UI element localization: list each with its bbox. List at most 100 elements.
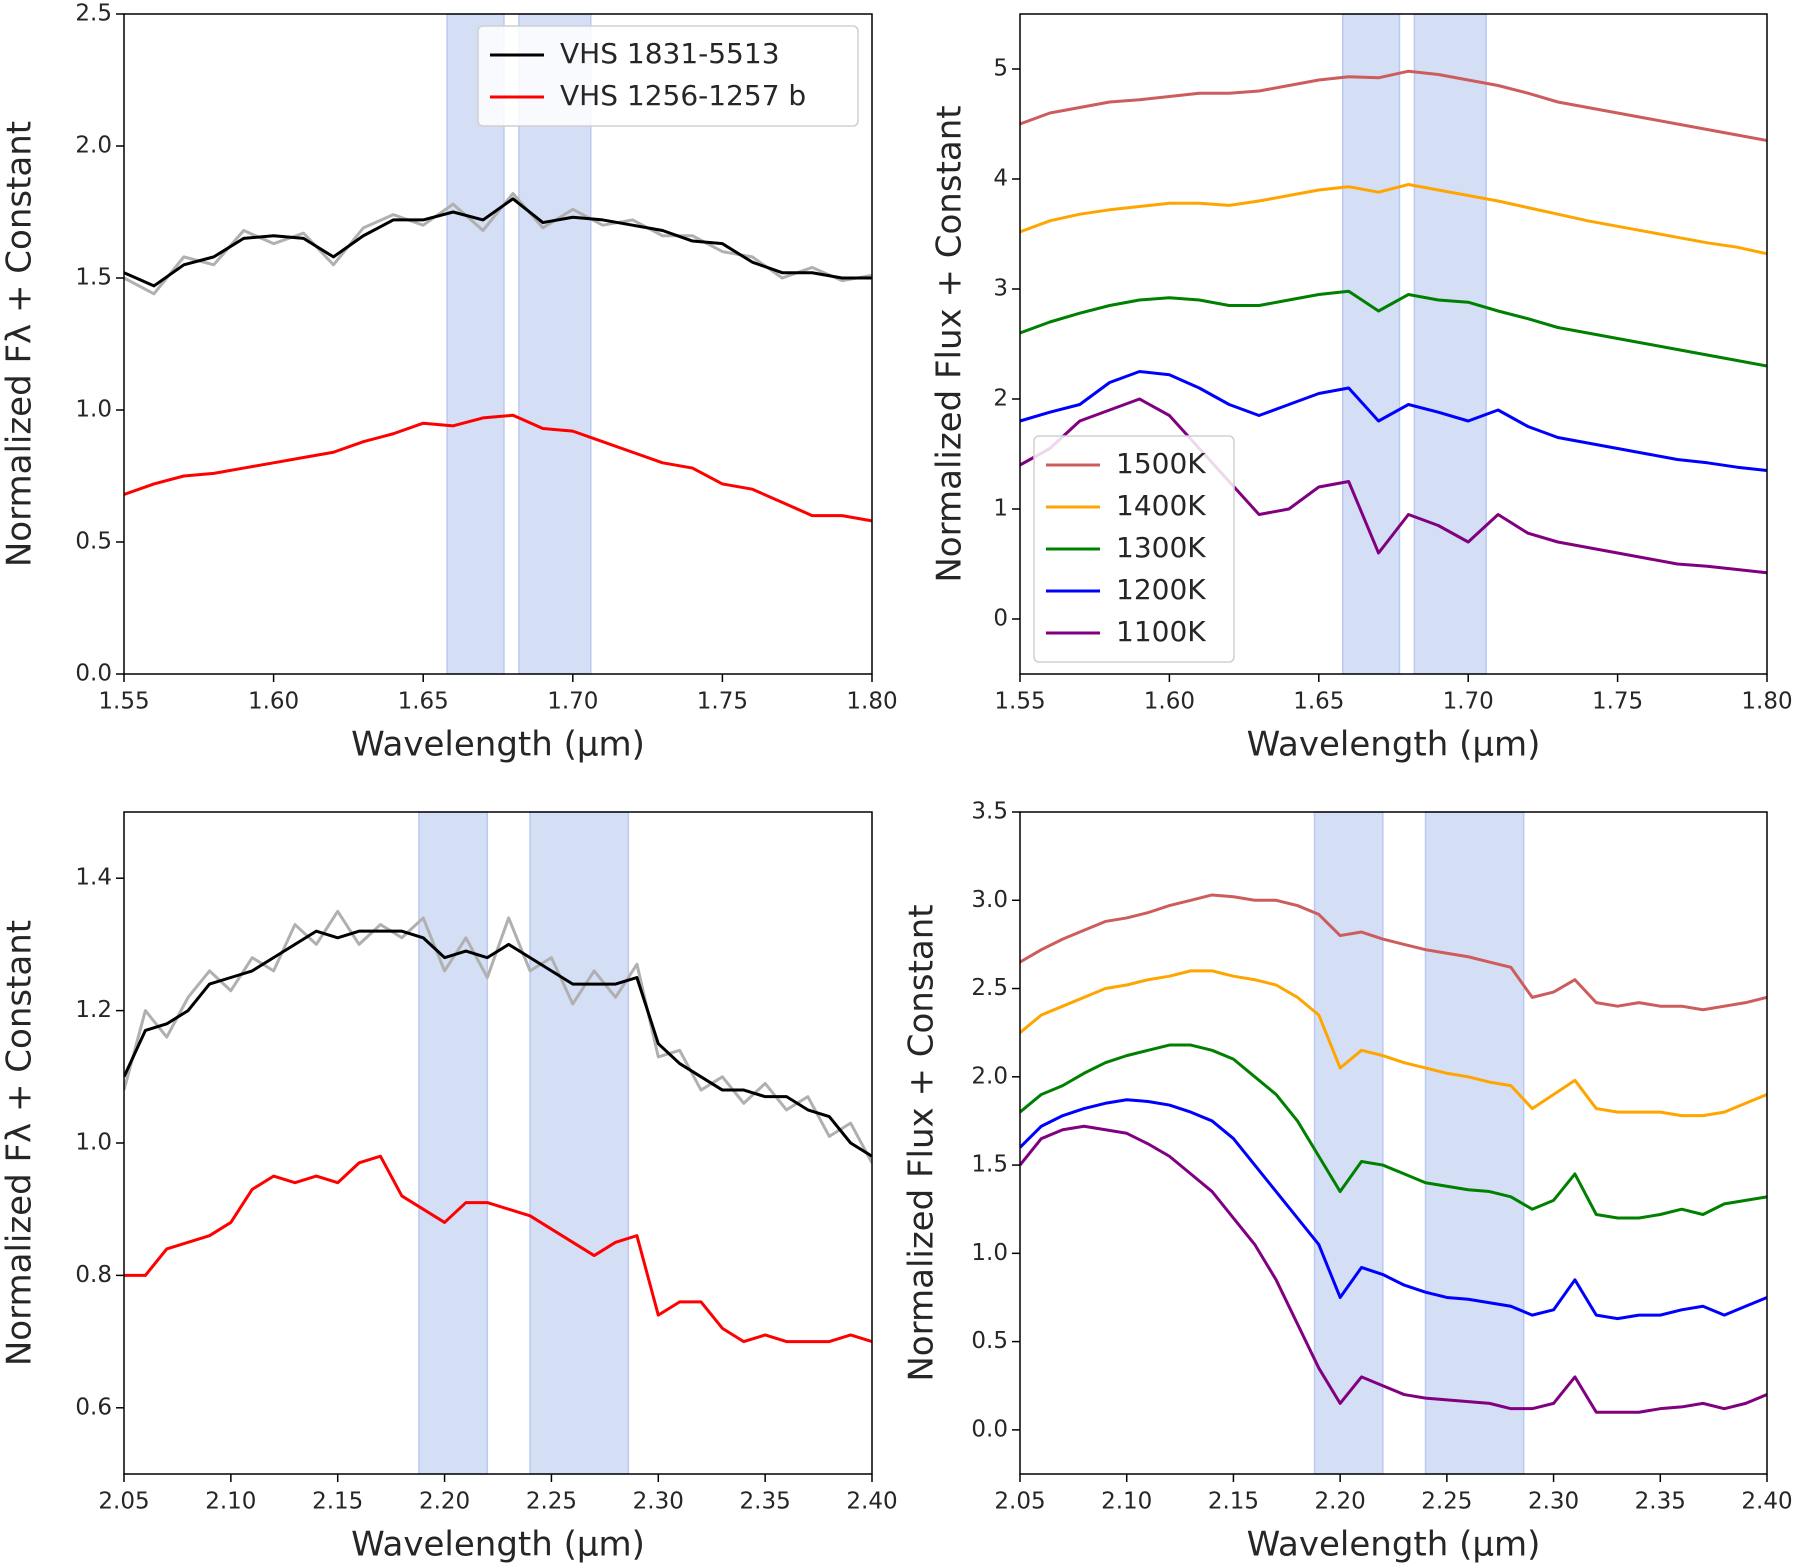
y-tick-label: 0.8 <box>75 1262 112 1288</box>
x-tick-label: 2.40 <box>846 1489 897 1515</box>
x-tick-label: 2.35 <box>740 1489 791 1515</box>
shaded-region <box>1424 811 1525 1475</box>
plot-frame <box>123 811 873 1475</box>
legend-box <box>1033 435 1235 663</box>
x-tick-label: 2.20 <box>419 1489 470 1515</box>
legend-label: VHS 1256-1257 b <box>560 79 806 112</box>
legend: VHS 1831-5513 VHS 1256-1257 b <box>477 25 859 127</box>
panel: 1.55 1.60 1.65 1.70 1.75 1.80 0 1 2 3 4 5 Wavelength… <box>930 13 1793 765</box>
spectrum-line <box>124 1154 872 1344</box>
x-tick-label: 1.75 <box>697 689 748 715</box>
y-tick-label: 2.0 <box>75 133 112 159</box>
y-tick-label: 1.2 <box>75 997 112 1023</box>
y-tick-label: 0.6 <box>75 1394 112 1420</box>
x-tick-label: 1.65 <box>398 689 449 715</box>
x-tick-label: 1.70 <box>547 689 598 715</box>
spectrum-line <box>124 197 872 288</box>
y-tick-label: 1.5 <box>971 1152 1008 1178</box>
y-tick-label: 1.0 <box>971 1240 1008 1266</box>
spectrum-line <box>1020 1098 1767 1321</box>
spectrum-line <box>1020 969 1767 1118</box>
y-tick-label: 3.5 <box>971 799 1008 825</box>
panel: 1.55 1.60 1.65 1.70 1.75 1.80 0.0 0.5 1.0 1.5 2.0 2… <box>0 1 898 765</box>
y-axis-label: Normalized Fλ + Constant <box>0 920 40 1366</box>
x-tick-label: 2.35 <box>1635 1489 1686 1515</box>
y-tick-label: 1.5 <box>75 265 112 291</box>
panel: 2.05 2.10 2.15 2.20 2.25 2.30 2.35 2.40 0.6 0.8 1.… <box>0 811 898 1565</box>
legend: 1500K 1400K 1300K 1200K 1100K <box>1033 435 1235 663</box>
x-tick-label: 1.55 <box>994 689 1045 715</box>
x-tick-label: 1.60 <box>1144 689 1195 715</box>
shaded-region <box>1413 13 1487 675</box>
y-tick-label: 1.0 <box>75 397 112 423</box>
spectrum-line <box>124 909 872 1164</box>
legend-label: 1500K <box>1116 447 1206 480</box>
y-axis-label: Normalized Flux + Constant <box>930 105 970 582</box>
x-axis-label: Wavelength (µm) <box>1247 1525 1541 1565</box>
panel: 2.05 2.10 2.15 2.20 2.25 2.30 2.35 2.40 0.0 0.5 1.… <box>902 799 1793 1565</box>
spectrum-line <box>1020 370 1767 472</box>
spectrum-line <box>1020 1043 1767 1220</box>
shaded-region <box>418 811 489 1475</box>
x-tick-label: 2.25 <box>1421 1489 1472 1515</box>
legend-label: 1100K <box>1116 615 1206 648</box>
x-tick-label: 1.65 <box>1293 689 1344 715</box>
x-tick-label: 1.60 <box>248 689 299 715</box>
y-tick-label: 1 <box>993 496 1008 522</box>
plot-frame <box>123 13 873 675</box>
shaded-region <box>529 811 630 1475</box>
y-tick-label: 2.5 <box>971 975 1008 1001</box>
x-axis-label: Wavelength (µm) <box>351 1525 645 1565</box>
legend-box <box>477 25 859 127</box>
spectrum-line <box>1020 893 1767 1012</box>
shaded-region <box>1313 811 1384 1475</box>
y-tick-label: 0.0 <box>971 1416 1008 1442</box>
y-tick-label: 0.0 <box>75 661 112 687</box>
legend-label: 1200K <box>1116 573 1206 606</box>
x-tick-label: 2.30 <box>633 1489 684 1515</box>
x-tick-label: 2.25 <box>526 1489 577 1515</box>
x-tick-label: 2.10 <box>205 1489 256 1515</box>
y-tick-label: 4 <box>993 166 1008 192</box>
y-tick-label: 2 <box>993 386 1008 412</box>
spectrum-line <box>124 413 872 523</box>
x-tick-label: 1.80 <box>846 689 897 715</box>
y-tick-label: 0.5 <box>971 1328 1008 1354</box>
x-tick-label: 2.05 <box>98 1489 149 1515</box>
x-tick-label: 1.70 <box>1443 689 1494 715</box>
legend-label: 1300K <box>1116 531 1206 564</box>
x-tick-label: 2.30 <box>1528 1489 1579 1515</box>
plot-frame <box>1019 811 1768 1475</box>
x-tick-label: 1.75 <box>1592 689 1643 715</box>
y-tick-label: 0.5 <box>75 529 112 555</box>
x-tick-label: 1.55 <box>98 689 149 715</box>
x-tick-label: 2.10 <box>1101 1489 1152 1515</box>
spectrum-line <box>124 192 872 296</box>
x-tick-label: 2.20 <box>1315 1489 1366 1515</box>
y-axis-label: Normalized Flux + Constant <box>902 904 942 1381</box>
y-tick-label: 0 <box>993 606 1008 632</box>
y-tick-label: 3 <box>993 276 1008 302</box>
x-tick-label: 2.15 <box>312 1489 363 1515</box>
y-tick-label: 2.0 <box>971 1063 1008 1089</box>
spectrum-line <box>1020 69 1767 142</box>
x-axis-label: Wavelength (µm) <box>1247 725 1541 765</box>
y-axis-label: Normalized Fλ + Constant <box>0 121 40 567</box>
y-tick-label: 5 <box>993 56 1008 82</box>
x-tick-label: 2.40 <box>1741 1489 1792 1515</box>
legend-label: 1400K <box>1116 489 1206 522</box>
y-tick-label: 2.5 <box>75 1 112 27</box>
x-tick-label: 1.80 <box>1741 689 1792 715</box>
spectrum-line <box>1020 397 1767 575</box>
legend-label: VHS 1831-5513 <box>560 37 780 70</box>
x-tick-label: 2.05 <box>994 1489 1045 1515</box>
x-axis-label: Wavelength (µm) <box>351 725 645 765</box>
x-tick-label: 2.15 <box>1208 1489 1259 1515</box>
plot-frame <box>1019 13 1768 675</box>
y-tick-label: 1.4 <box>75 865 112 891</box>
shaded-region <box>1341 13 1401 675</box>
y-tick-label: 1.0 <box>75 1130 112 1156</box>
spectrum-line <box>124 929 872 1158</box>
